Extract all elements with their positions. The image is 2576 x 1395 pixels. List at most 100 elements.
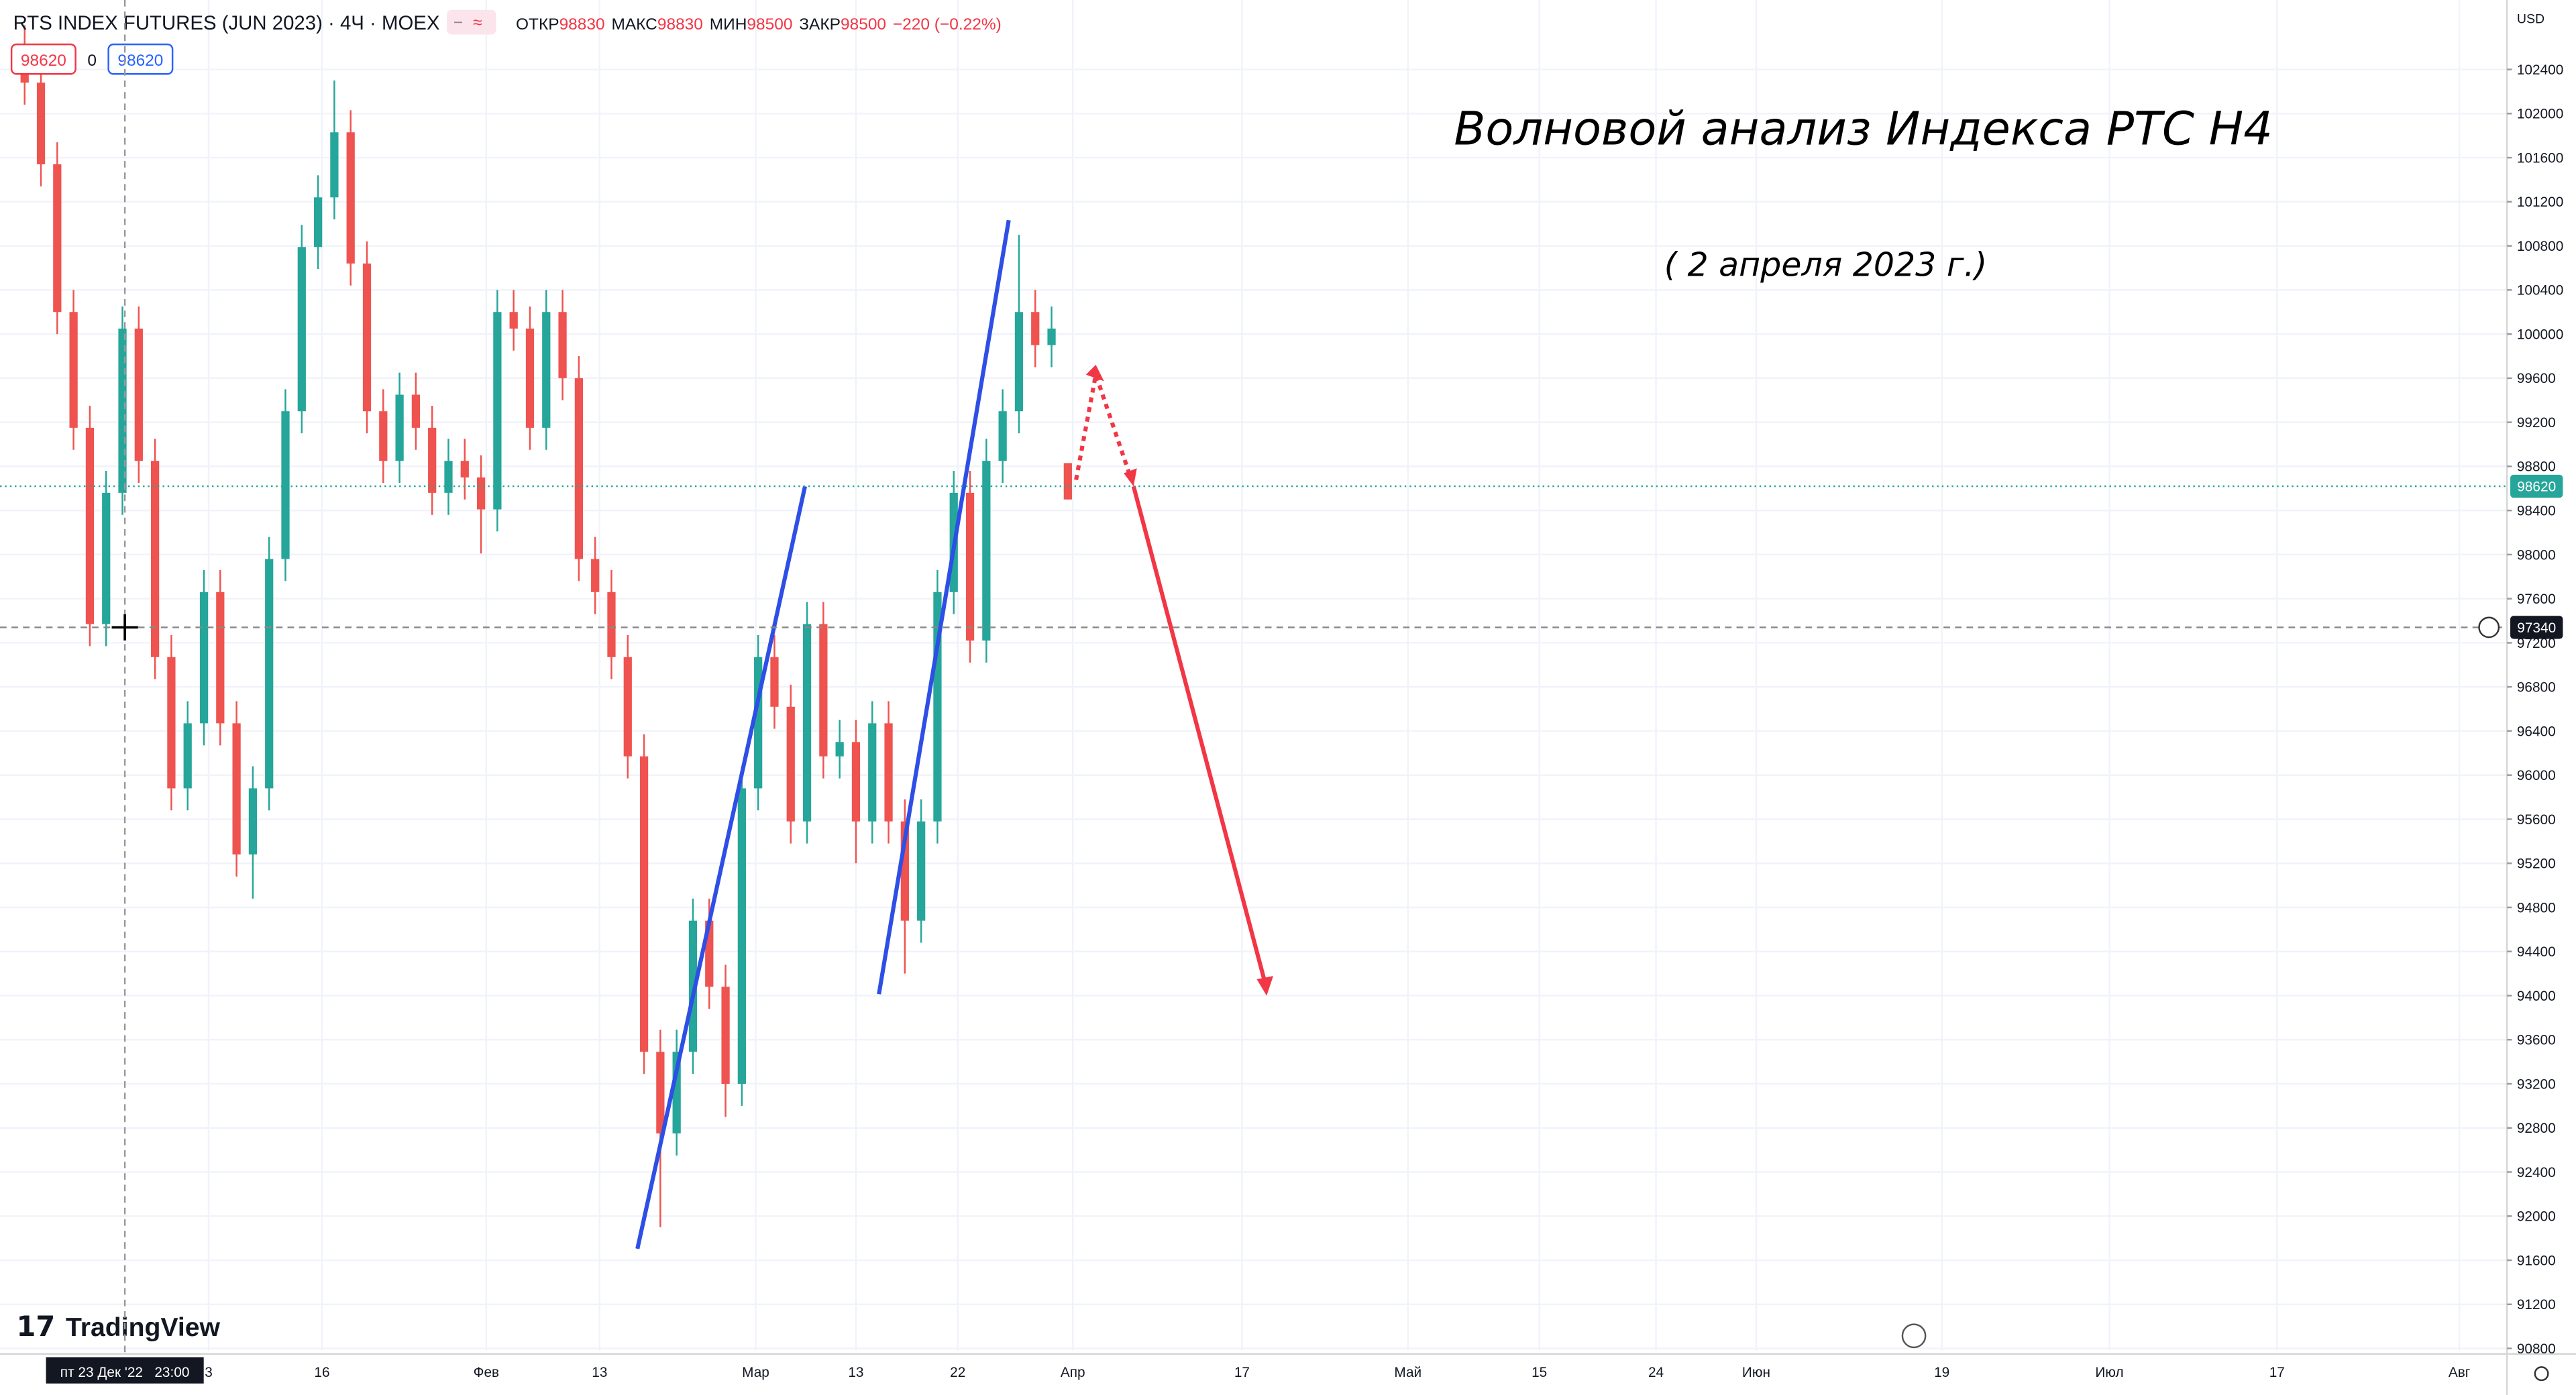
replay-button[interactable] bbox=[1901, 1323, 1927, 1349]
x-tick-label: 17 bbox=[2269, 1365, 2285, 1380]
candle-body bbox=[607, 592, 616, 657]
last-price-tag bbox=[2510, 474, 2563, 498]
candle-body bbox=[868, 723, 877, 822]
candle-body bbox=[460, 461, 469, 478]
candle-body bbox=[330, 132, 339, 198]
candle-body bbox=[721, 987, 730, 1084]
icon: − bbox=[453, 14, 463, 32]
candle-body bbox=[656, 1052, 665, 1133]
candle-body bbox=[639, 756, 649, 1052]
candle-body bbox=[297, 247, 306, 412]
ohlc-label: МАКС bbox=[611, 15, 657, 34]
x-tick-label: 17 bbox=[1234, 1365, 1250, 1380]
candle-body bbox=[982, 461, 991, 641]
y-tick-label: 94400 bbox=[2517, 944, 2556, 960]
watermark: TradingView bbox=[66, 1313, 221, 1342]
candles bbox=[20, 25, 1072, 1227]
candle-body bbox=[558, 312, 567, 378]
candle-body bbox=[802, 624, 812, 822]
y-tick-label: 95600 bbox=[2517, 812, 2556, 828]
candle-body bbox=[313, 197, 323, 247]
x-tick-label: 13 bbox=[848, 1365, 863, 1380]
x-tick-label: Фев bbox=[474, 1365, 499, 1380]
ohlc-label: МИН bbox=[710, 15, 747, 34]
candle-body bbox=[265, 559, 274, 789]
candle-body bbox=[770, 657, 779, 707]
candle-body bbox=[542, 312, 551, 428]
candle-body bbox=[248, 788, 258, 855]
y-tick-label: 98000 bbox=[2517, 547, 2556, 563]
candle-body bbox=[53, 164, 62, 313]
candle-body bbox=[167, 657, 176, 789]
candle-body bbox=[476, 477, 486, 510]
candle-body bbox=[509, 312, 518, 329]
candle-body bbox=[102, 492, 111, 624]
x-tick-label: 19 bbox=[1934, 1365, 1949, 1380]
x-tick-label: 13 bbox=[592, 1365, 607, 1380]
settings-button[interactable] bbox=[2534, 1366, 2549, 1382]
crosshair-price-tag bbox=[2510, 616, 2563, 639]
y-tick-label: 92400 bbox=[2517, 1165, 2556, 1180]
y-tick-label: 96800 bbox=[2517, 680, 2556, 695]
bid-box[interactable] bbox=[10, 43, 76, 75]
y-tick-label: 102000 bbox=[2517, 107, 2563, 122]
ohlc-label: ОТКР bbox=[516, 15, 559, 34]
candle-body bbox=[525, 328, 535, 428]
trend-line bbox=[877, 219, 1011, 995]
candle-body bbox=[998, 411, 1007, 461]
currency: USD bbox=[2517, 11, 2544, 26]
y-tick-label: 96000 bbox=[2517, 768, 2556, 783]
y-tick-label: 97200 bbox=[2517, 636, 2556, 651]
candle-body bbox=[917, 821, 926, 921]
y-tick-label: 97600 bbox=[2517, 592, 2556, 607]
candle-body bbox=[965, 492, 975, 641]
candle-body bbox=[395, 394, 404, 461]
crosshair-price-label: 97340 bbox=[2517, 620, 2556, 636]
x-tick-label: 22 bbox=[950, 1365, 965, 1380]
arrow-head bbox=[1085, 364, 1104, 382]
y-tick-label: 94000 bbox=[2517, 989, 2556, 1004]
x-tick-label: 24 bbox=[1648, 1365, 1664, 1380]
y-tick-label: 100400 bbox=[2517, 283, 2563, 298]
y-tick-label: 101200 bbox=[2517, 194, 2563, 210]
y-tick-label: 101600 bbox=[2517, 150, 2563, 166]
spread: 0 bbox=[87, 52, 97, 70]
y-tick-label: 99200 bbox=[2517, 415, 2556, 431]
y-tick-label: 100800 bbox=[2517, 239, 2563, 254]
projection-arrow bbox=[1131, 486, 1267, 983]
candle-body bbox=[232, 723, 241, 855]
indicator-toggle[interactable] bbox=[447, 9, 496, 35]
logo-mark: 𝟭𝟳 bbox=[16, 1310, 55, 1342]
candle-body bbox=[851, 742, 861, 822]
icon: ≈ bbox=[473, 14, 482, 32]
y-tick-label: 91200 bbox=[2517, 1297, 2556, 1313]
crosshair-cursor bbox=[111, 614, 138, 641]
candle-body bbox=[493, 312, 502, 510]
candle-body bbox=[118, 328, 127, 493]
change: −220 (−0.22%) bbox=[893, 15, 1002, 34]
candle-body bbox=[574, 378, 584, 559]
x-tick-label: 3 bbox=[205, 1365, 213, 1380]
candle-body bbox=[737, 788, 746, 1084]
ohlc-legend: ОТКР98830 МАКС98830 МИН98500 ЗАКР98500 −220 … bbox=[516, 15, 1002, 34]
candle-body bbox=[183, 723, 192, 789]
ohlc-label: ЗАКР bbox=[799, 15, 841, 34]
y-tick-label: 96400 bbox=[2517, 724, 2556, 739]
crosshair-time-tag bbox=[46, 1357, 204, 1384]
candle-body bbox=[688, 920, 698, 1052]
y-tick-label: 92800 bbox=[2517, 1121, 2556, 1136]
annotation-title: Волновой анализ Индекса РТС Н4 bbox=[1454, 103, 2273, 156]
projection-dotted bbox=[1074, 366, 1132, 480]
grid bbox=[0, 0, 2508, 1351]
ohlc-value: 98500 bbox=[747, 15, 792, 34]
ohlc-value: 98830 bbox=[657, 15, 703, 34]
candle-body bbox=[428, 427, 437, 493]
candle-body bbox=[1063, 463, 1072, 500]
y-tick-label: 92000 bbox=[2517, 1209, 2556, 1225]
candle-body bbox=[281, 411, 290, 559]
y-tick-label: 102400 bbox=[2517, 62, 2563, 78]
add-alert[interactable] bbox=[2478, 616, 2500, 638]
